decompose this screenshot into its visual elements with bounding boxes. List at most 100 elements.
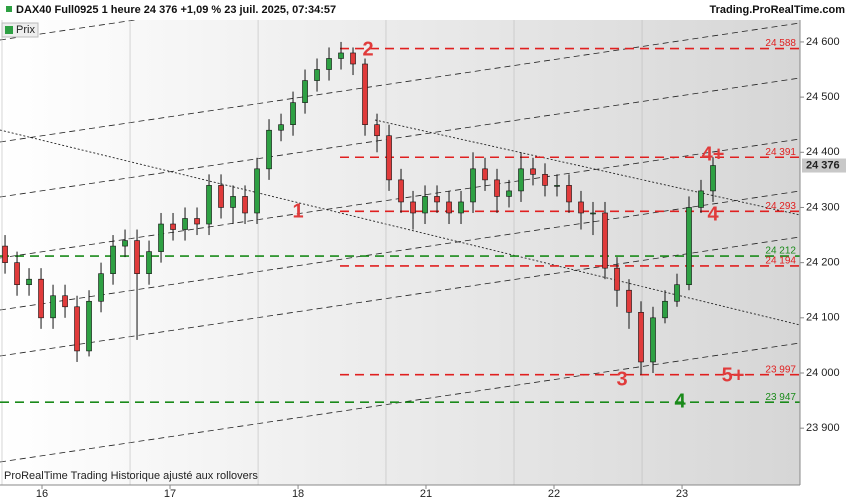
candle-body — [134, 240, 140, 274]
annotation: 1 — [292, 200, 303, 222]
candle-body — [470, 168, 476, 203]
candle-body — [566, 185, 572, 203]
level-label: 24 194 — [765, 256, 796, 267]
candle-body — [230, 196, 236, 208]
last-price-box — [802, 158, 846, 173]
annotation: 4+ — [702, 143, 725, 165]
candle-body — [434, 196, 440, 203]
candle-body — [362, 63, 368, 125]
candle-body — [146, 251, 152, 274]
candle-body — [626, 289, 632, 313]
annotation: 4 — [707, 203, 719, 225]
level-label: 24 212 — [765, 246, 796, 257]
candle-body — [254, 168, 260, 214]
header-bar — [0, 0, 850, 20]
x-tick-label: 16 — [36, 488, 48, 500]
x-tick-label: 21 — [420, 488, 432, 500]
candle-body — [170, 223, 176, 230]
candle-body — [158, 223, 164, 252]
candle-body — [290, 102, 296, 125]
candle-body — [122, 240, 128, 247]
candle-body — [482, 168, 488, 181]
candle-body — [602, 212, 608, 269]
x-tick-label: 22 — [548, 488, 560, 500]
y-tick-label: 24 500 — [806, 91, 840, 103]
legend-swatch — [5, 26, 13, 34]
candle-body — [410, 201, 416, 214]
level-label: 23 947 — [765, 392, 796, 403]
y-tick-label: 24 000 — [806, 367, 840, 379]
candle-body — [542, 174, 548, 186]
candle-body — [662, 300, 668, 319]
candle-body — [182, 218, 188, 230]
candle-body — [74, 306, 80, 352]
x-tick-label: 18 — [292, 488, 304, 500]
candle-body — [494, 179, 500, 197]
candle-body — [422, 196, 428, 214]
candle-body — [326, 58, 332, 70]
candle-body — [50, 295, 56, 319]
y-tick-label: 24 100 — [806, 312, 840, 324]
level-label: 24 588 — [765, 38, 796, 49]
candle-body — [278, 124, 284, 131]
candle-body — [590, 212, 596, 215]
candle-body — [374, 124, 380, 137]
candle-body — [650, 317, 656, 363]
candle-body — [38, 278, 44, 319]
y-tick-label: 23 900 — [806, 422, 840, 434]
candle-body — [302, 80, 308, 103]
candle-body — [698, 190, 704, 208]
x-tick-label: 17 — [164, 488, 176, 500]
level-label: 23 997 — [765, 364, 796, 375]
candle-body — [266, 129, 272, 170]
candle-body — [242, 196, 248, 214]
level-label: 24 391 — [765, 147, 796, 158]
channel-lines — [0, 0, 801, 463]
candle-body — [350, 52, 356, 65]
candle-body — [638, 311, 644, 363]
y-tick-label: 24 300 — [806, 201, 840, 213]
y-axis-area — [800, 0, 850, 500]
annotation: 3 — [616, 368, 627, 390]
annotation: 2 — [362, 38, 373, 60]
y-tick-label: 24 200 — [806, 257, 840, 269]
candle-body — [386, 135, 392, 181]
source: Trading.ProRealTime.com — [709, 4, 845, 16]
candle-body — [206, 185, 212, 225]
candle-body — [398, 179, 404, 203]
candle-body — [110, 245, 116, 274]
footer: ProRealTime Trading Historique ajusté au… — [4, 470, 258, 482]
candle-body — [554, 185, 560, 187]
candle-body — [686, 207, 692, 286]
candle-body — [98, 273, 104, 302]
candle-body — [14, 262, 20, 286]
candle-body — [710, 165, 716, 192]
candle-body — [314, 69, 320, 81]
candle-body — [2, 245, 8, 263]
candle-body — [578, 201, 584, 214]
y-tick-label: 24 400 — [806, 146, 840, 158]
candle-body — [26, 278, 32, 286]
candle-body — [458, 201, 464, 214]
candle-body — [218, 185, 224, 208]
logo — [6, 6, 12, 12]
candle-body — [518, 168, 524, 192]
candle-body — [674, 284, 680, 302]
candle-body — [614, 267, 620, 291]
chart-title: DAX40 Full0925 1 heure 24 376 +1,09 % 23… — [16, 4, 336, 16]
annotation: 5+ — [722, 364, 745, 386]
level-label: 24 293 — [765, 201, 796, 212]
legend-label: Prix — [16, 24, 35, 36]
x-tick-label: 23 — [676, 488, 688, 500]
candle-body — [446, 201, 452, 214]
candle-body — [530, 168, 536, 175]
candle-body — [62, 295, 68, 308]
candle-body — [338, 52, 344, 59]
candle-body — [86, 300, 92, 352]
annotation: 4 — [674, 390, 686, 412]
candle-body — [194, 218, 200, 225]
x-axis-area — [0, 485, 800, 500]
candle-body — [506, 190, 512, 197]
y-tick-label: 24 600 — [806, 36, 840, 48]
